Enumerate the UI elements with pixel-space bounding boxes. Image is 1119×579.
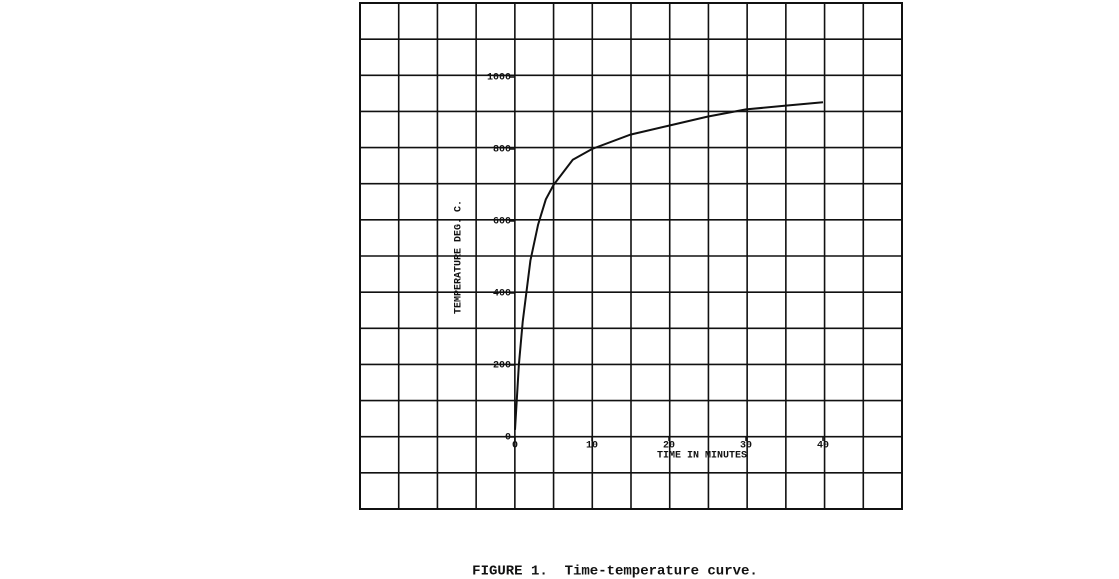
y-tick-label: 400: [493, 289, 511, 300]
x-tick-label: 40: [817, 441, 829, 452]
y-tick-label: 0: [505, 433, 511, 444]
y-axis-title: TEMPERATURE DEG. C.: [454, 200, 465, 314]
paper-grid: [360, 3, 902, 509]
x-tick-label: 20: [663, 441, 675, 452]
x-tick-label: 10: [586, 441, 598, 452]
y-tick-label: 800: [493, 145, 511, 156]
caption: FIGURE 1. Time-temperature curve.: [472, 564, 758, 579]
y-tick-label: 600: [493, 217, 511, 228]
y-tick-label: 200: [493, 361, 511, 372]
line-series: [514, 101, 824, 430]
y-tick-label: 1000: [487, 73, 511, 84]
x-axis-title: TIME IN MINUTES: [657, 451, 747, 462]
x-tick-label: 30: [740, 441, 752, 452]
x-tick-label: 0: [512, 441, 518, 452]
